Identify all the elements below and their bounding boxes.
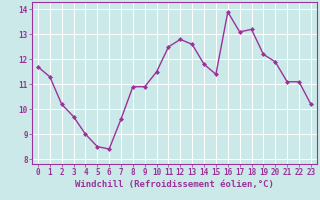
X-axis label: Windchill (Refroidissement éolien,°C): Windchill (Refroidissement éolien,°C) — [75, 180, 274, 189]
